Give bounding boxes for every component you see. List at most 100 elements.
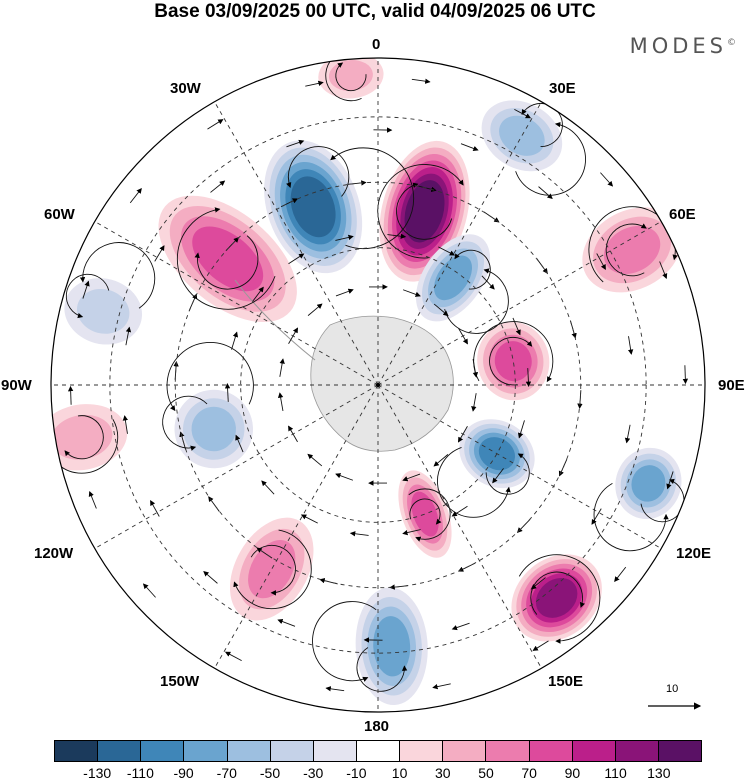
- colorbar: [54, 740, 702, 762]
- flow-arrow: [402, 289, 421, 297]
- anomaly-contour: [76, 288, 130, 334]
- colorbar-segment: [615, 741, 659, 761]
- flow-arrow: [325, 686, 345, 692]
- streamline: [377, 164, 464, 259]
- streamline: [64, 415, 104, 460]
- flow-arrow: [538, 186, 553, 199]
- flow-arrow: [305, 80, 324, 87]
- colorbar-segment: [529, 741, 573, 761]
- streamline: [515, 122, 586, 196]
- antarctica-landmass: [234, 279, 454, 452]
- anomaly-contour: [373, 616, 411, 677]
- flow-arrow: [525, 368, 532, 388]
- streamline: [65, 273, 110, 319]
- streamline: [176, 207, 276, 310]
- colorbar-segment: [98, 741, 142, 761]
- streamline: [437, 446, 511, 518]
- flow-arrow: [471, 393, 477, 412]
- streamline: [640, 478, 685, 523]
- flow-arrow: [624, 424, 631, 444]
- colorbar-segment: [141, 741, 185, 761]
- lon-label-30e: 30E: [549, 80, 576, 97]
- anomaly-contour: [404, 180, 445, 243]
- flow-arrow: [387, 233, 407, 239]
- streamline: [518, 554, 601, 644]
- flow-arrow: [277, 392, 284, 411]
- flow-arrow: [307, 453, 323, 467]
- lon-label-60w: 60W: [44, 206, 75, 223]
- meridian-line: [377, 384, 542, 669]
- flow-arrow: [411, 78, 431, 84]
- anomaly-contour: [494, 341, 532, 382]
- anomaly-contour: [290, 176, 336, 238]
- flow-arrow: [402, 529, 421, 536]
- flow-arrow: [150, 499, 160, 517]
- flow-arrow: [129, 187, 142, 204]
- flow-arrow: [451, 622, 470, 631]
- lon-label-120e: 120E: [676, 545, 712, 562]
- flow-arrow: [530, 577, 546, 590]
- flow-arrow: [300, 514, 318, 524]
- flow-arrow: [492, 468, 504, 484]
- anomaly-blob: [415, 234, 491, 322]
- flow-arrow: [596, 253, 606, 271]
- flow-arrow: [600, 172, 614, 187]
- flow-arrow: [517, 420, 525, 439]
- flow-arrow: [472, 359, 479, 378]
- brand-logo: MODES©: [630, 34, 736, 58]
- flow-arrow: [659, 261, 668, 280]
- streamline: [330, 147, 414, 250]
- streamline: [521, 102, 563, 148]
- flow-arrow: [203, 571, 218, 584]
- colorbar-segment: [227, 741, 271, 761]
- lon-label-0: 0: [372, 36, 381, 53]
- lon-label-150e: 150E: [548, 673, 584, 690]
- colorbar-tick-label: 70: [521, 765, 537, 781]
- map-border: [50, 57, 706, 713]
- vector-scale-label: 10: [666, 683, 679, 695]
- flow-arrow: [279, 358, 285, 377]
- streamline: [233, 529, 312, 610]
- flow-arrow: [67, 385, 74, 405]
- flow-arrow: [666, 471, 674, 490]
- meridian-line: [94, 221, 379, 386]
- south-pole-marker: [376, 383, 380, 387]
- colorbar-segment: [572, 741, 616, 761]
- anomaly-blob: [229, 517, 314, 621]
- flow-arrow: [614, 566, 627, 583]
- colorbar-tick-label: 90: [564, 765, 581, 781]
- flow-arrow: [438, 246, 456, 256]
- flow-arrow: [307, 303, 323, 316]
- flow-arrow: [82, 280, 90, 299]
- colorbar-tick-label: 50: [478, 765, 494, 781]
- flow-arrow: [122, 415, 129, 434]
- flow-arrow: [142, 583, 156, 598]
- flow-arrow: [154, 245, 165, 262]
- lon-label-180: 180: [364, 718, 390, 735]
- streamline: [162, 395, 208, 451]
- streamline: [454, 249, 491, 290]
- anomaly-contour: [192, 226, 264, 292]
- flow-arrow: [335, 234, 354, 241]
- lon-label-30w: 30W: [170, 80, 201, 97]
- flow-arrow: [591, 508, 602, 525]
- anomaly-contour: [499, 115, 545, 156]
- colorbar-segment: [658, 741, 702, 761]
- flow-arrow: [252, 286, 264, 302]
- flow-arrow: [460, 143, 479, 152]
- anomaly-contour: [434, 255, 473, 301]
- streamline: [408, 488, 451, 542]
- meridian-line: [377, 101, 542, 386]
- anomaly-blob: [51, 404, 128, 471]
- streamline: [325, 58, 366, 102]
- streamline: [473, 321, 554, 383]
- meridian-line: [94, 384, 379, 549]
- streamline: [593, 483, 669, 552]
- flow-arrow: [514, 108, 532, 119]
- brand-name: MODES: [629, 34, 727, 58]
- flow-arrow: [432, 683, 451, 690]
- brand-mark: ©: [727, 38, 736, 48]
- streamline: [312, 601, 377, 682]
- meridian-line: [377, 221, 662, 386]
